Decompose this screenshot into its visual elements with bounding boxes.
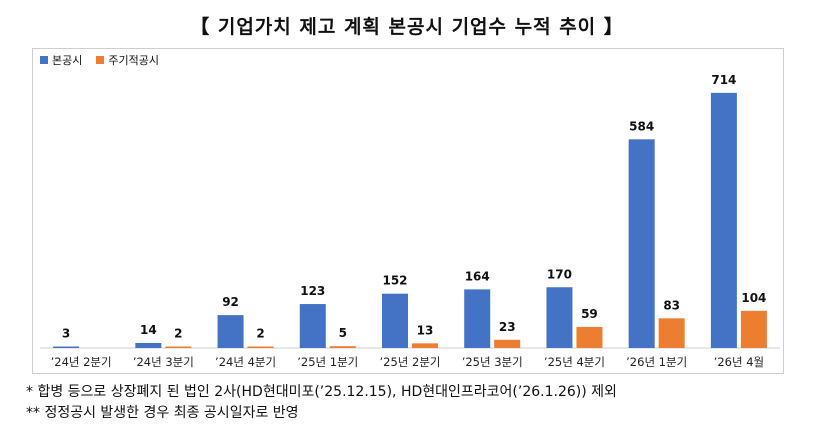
legend-swatch-main [40, 56, 48, 64]
bar-main-6 [546, 287, 573, 348]
data-label-main-7: 584 [629, 119, 654, 133]
data-label-main-1: 14 [140, 323, 157, 337]
data-label-periodic-6: 59 [581, 307, 598, 321]
data-label-periodic-2: 2 [256, 327, 264, 341]
chart-title: 【 기업가치 제고 계획 본공시 기업수 누적 추이 】 [190, 16, 624, 38]
data-label-main-4: 152 [382, 274, 407, 288]
x-tick-label-8: ’26년 4월 [714, 355, 764, 369]
x-tick-label-6: ’25년 4분기 [544, 355, 605, 369]
bar-main-7 [628, 139, 655, 348]
data-label-periodic-8: 104 [741, 291, 766, 305]
x-tick-label-5: ’25년 3분기 [462, 355, 523, 369]
bar-periodic-7 [658, 318, 685, 348]
bar-periodic-6 [576, 326, 603, 348]
legend: 본공시 주기적공시 [40, 52, 159, 68]
legend-label-main: 본공시 [52, 54, 83, 67]
x-tick-label-3: ’25년 1분기 [297, 355, 358, 369]
legend-item-periodic: 주기적공시 [96, 52, 159, 68]
chart-area [32, 48, 784, 374]
bar-main-8 [710, 92, 737, 348]
bar-main-1 [135, 342, 162, 348]
footnote-2: ** 정정공시 발생한 경우 최종 공시일자로 반영 [26, 405, 299, 421]
bar-main-2 [217, 315, 244, 348]
bar-periodic-8 [740, 310, 767, 348]
data-label-main-8: 714 [711, 73, 736, 87]
data-label-periodic-7: 83 [663, 298, 680, 312]
data-label-main-6: 170 [547, 267, 572, 281]
data-label-periodic-4: 13 [417, 323, 434, 337]
bar-periodic-3 [329, 346, 356, 348]
bar-periodic-2 [247, 346, 274, 348]
x-tick-label-7: ’26년 1분기 [626, 355, 687, 369]
data-label-main-3: 123 [300, 284, 325, 298]
legend-item-main: 본공시 [40, 52, 82, 68]
x-tick-label-2: ’24년 4분기 [215, 355, 276, 369]
data-label-main-5: 164 [465, 269, 490, 283]
legend-label-periodic: 주기적공시 [108, 54, 159, 67]
footnotes: * 합병 등으로 상장폐지 된 법인 2사(HD현대미포(’25.12.15),… [26, 382, 617, 424]
bar-main-3 [299, 304, 326, 348]
bar-periodic-5 [494, 339, 521, 348]
bar-main-5 [464, 289, 491, 348]
data-label-periodic-3: 5 [339, 326, 347, 340]
bar-periodic-1 [165, 346, 192, 348]
bar-main-4 [382, 293, 408, 348]
x-tick-label-1: ’24년 3분기 [133, 355, 194, 369]
bar-periodic-4 [412, 343, 438, 348]
bar-main-0 [53, 346, 80, 348]
data-label-periodic-5: 23 [499, 320, 516, 334]
data-label-main-2: 92 [222, 295, 239, 309]
x-tick-label-0: ’24년 2분기 [51, 355, 112, 369]
data-label-periodic-1: 2 [174, 327, 182, 341]
x-tick-label-4: ’25년 2분기 [379, 355, 440, 369]
legend-swatch-periodic [96, 56, 105, 64]
footnote-1: * 합병 등으로 상장폐지 된 법인 2사(HD현대미포(’25.12.15),… [26, 384, 617, 400]
data-label-main-0: 3 [62, 327, 70, 341]
